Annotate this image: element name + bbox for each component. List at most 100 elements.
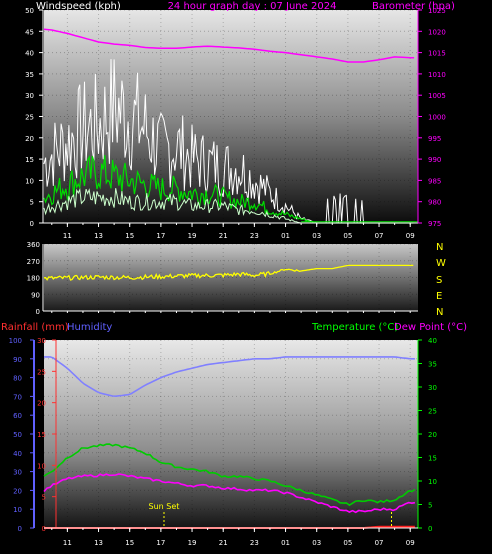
wind-x-tick-label: 03: [312, 232, 321, 240]
wind-tick-label: 35: [25, 71, 34, 79]
temp-x-tick-label: 15: [125, 539, 134, 547]
barometer-axis-label: Barometer (hpa): [372, 1, 455, 12]
humidity-line: [44, 356, 415, 398]
chart-title: 24 hour graph day : 07 June 2024: [168, 1, 337, 12]
temp-x-tick-label: 11: [63, 539, 72, 547]
temp-tick-label: 40: [428, 337, 437, 345]
temp-x-tick-label: 01: [281, 539, 290, 547]
humidity-tick-label: 70: [13, 393, 22, 401]
barometer-tick-label: 1010: [428, 71, 446, 79]
compass-label-w: W: [436, 258, 446, 269]
rainfall-axis-label: Rainfall (mm): [1, 322, 69, 333]
wind-tick-label: 40: [25, 50, 34, 58]
humidity-tick-label: 40: [13, 450, 22, 458]
compass-label-s: S: [436, 275, 442, 286]
wind-tick-label: 10: [25, 177, 34, 185]
wind-tick-label: 15: [25, 156, 34, 164]
humidity-tick-label: 90: [13, 356, 22, 364]
temp-tick-label: 20: [428, 431, 437, 439]
humidity-tick-label: 0: [18, 525, 22, 533]
rain-tick-label: 15: [37, 431, 46, 439]
barometer-tick-label: 1025: [428, 7, 446, 15]
direction-tick-label: 360: [27, 241, 40, 249]
wind-x-tick-label: 09: [406, 232, 415, 240]
temp-x-tick-label: 17: [156, 539, 165, 547]
wind-tick-label: 5: [30, 199, 34, 207]
rain-tick-label: 10: [37, 462, 46, 470]
barometer-tick-label: 980: [428, 199, 441, 207]
wind-x-tick-label: 01: [281, 232, 290, 240]
barometer-tick-label: 1000: [428, 114, 446, 122]
temperature-axis-label: Temperature (°C): [311, 322, 398, 333]
barometer-tick-label: 990: [428, 156, 441, 164]
wind-x-tick-label: 21: [219, 232, 228, 240]
wind-x-tick-label: 13: [94, 232, 103, 240]
temp-tick-label: 25: [428, 408, 437, 416]
wind-axis-label: Windspeed (kph): [36, 1, 121, 12]
humidity-tick-label: 100: [9, 337, 22, 345]
humidity-tick-label: 50: [13, 431, 22, 439]
direction-tick-label: 180: [27, 275, 40, 283]
direction-tick-label: 0: [36, 308, 40, 316]
temperature-line: [43, 443, 416, 507]
humidity-tick-label: 30: [13, 469, 22, 477]
rain-tick-label: 20: [37, 400, 46, 408]
barometer-tick-label: 1020: [428, 28, 446, 36]
barometer-tick-label: 995: [428, 135, 441, 143]
barometer-tick-label: 1005: [428, 92, 446, 100]
temp-tick-label: 0: [428, 525, 432, 533]
temp-tick-label: 30: [428, 384, 437, 392]
humidity-tick-label: 10: [13, 506, 22, 514]
temp-tick-label: 35: [428, 361, 437, 369]
temp-tick-label: 15: [428, 455, 437, 463]
wind-tick-label: 25: [25, 114, 34, 122]
wind-x-tick-label: 17: [156, 232, 165, 240]
wind-x-tick-label: 07: [375, 232, 384, 240]
wind-tick-label: 50: [25, 7, 34, 15]
rain-tick-label: 5: [42, 494, 46, 502]
temp-tick-label: 5: [428, 502, 432, 510]
temp-x-tick-label: 09: [406, 539, 415, 547]
direction-tick-label: 270: [27, 258, 40, 266]
temp-x-tick-label: 03: [312, 539, 321, 547]
temp-x-tick-label: 13: [94, 539, 103, 547]
temp-x-tick-label: 07: [375, 539, 384, 547]
humidity-axis-label: Humidity: [67, 322, 112, 333]
rain-tick-label: 30: [37, 337, 46, 345]
barometer-tick-label: 1015: [428, 50, 446, 58]
barometer-line: [43, 28, 415, 63]
sunset-annotation: Sun Set: [149, 502, 180, 511]
temp-x-tick-label: 05: [343, 539, 352, 547]
humidity-tick-label: 60: [13, 412, 22, 420]
temp-x-tick-label: 21: [219, 539, 228, 547]
humidity-tick-label: 80: [13, 375, 22, 383]
wind-direction-line: [43, 264, 414, 281]
barometer-tick-label: 985: [428, 177, 441, 185]
wind-tick-label: 0: [30, 220, 34, 228]
wind-x-tick-label: 15: [125, 232, 134, 240]
wind-tick-label: 20: [25, 135, 34, 143]
wind-tick-label: 30: [25, 92, 34, 100]
compass-label-e: E: [436, 291, 442, 302]
direction-tick-label: 90: [31, 291, 40, 299]
compass-label-n-bottom: N: [436, 307, 443, 318]
wind-x-tick-label: 11: [63, 232, 72, 240]
compass-label-n-top: N: [436, 242, 443, 253]
humidity-tick-label: 20: [13, 487, 22, 495]
temp-humidity-plot-area: [44, 340, 418, 528]
wind-x-tick-label: 23: [250, 232, 259, 240]
rain-tick-label: 25: [37, 368, 46, 376]
wind-tick-label: 45: [25, 28, 34, 36]
dewpoint-line: [43, 473, 416, 514]
temp-x-tick-label: 23: [250, 539, 259, 547]
temp-x-tick-label: 19: [188, 539, 197, 547]
wind-baro-plot-area: [44, 10, 418, 223]
temp-tick-label: 10: [428, 478, 437, 486]
rain-tick-label: 0: [42, 525, 46, 533]
wind-x-tick-label: 19: [188, 232, 197, 240]
wind-x-tick-label: 05: [343, 232, 352, 240]
dewpoint-axis-label: Dew Point (°C): [394, 322, 467, 333]
barometer-tick-label: 975: [428, 220, 441, 228]
